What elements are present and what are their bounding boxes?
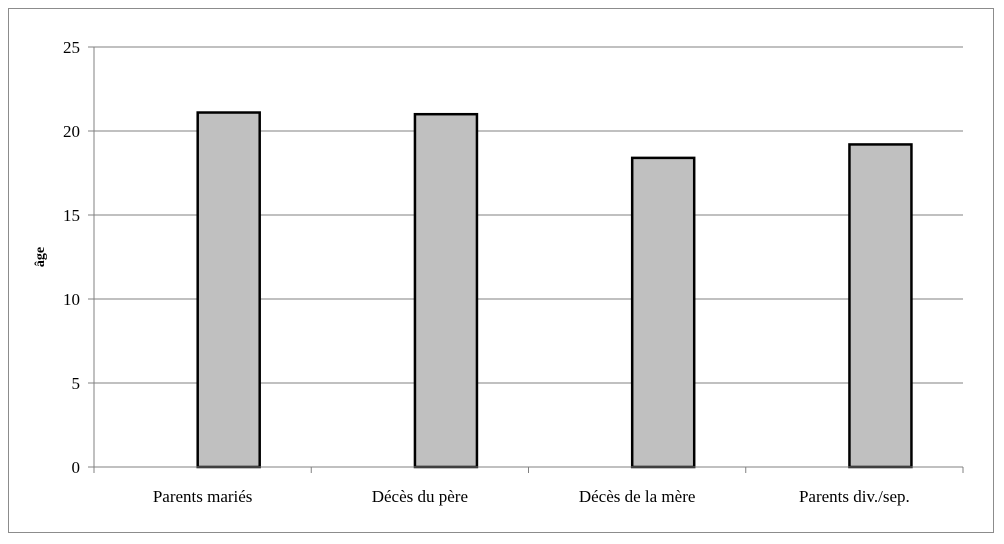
y-tick-label: 15 (63, 206, 80, 225)
x-tick-label: Décès du père (372, 487, 468, 506)
y-axis-title: âge (33, 247, 48, 267)
y-tick-labels: 0 5 10 15 20 25 (63, 38, 80, 477)
bars (196, 111, 913, 469)
x-tick-labels: Parents mariés Décès du père Décès de la m… (153, 487, 910, 506)
x-tick-label: Décès de la mère (579, 487, 696, 506)
y-tick-label: 10 (63, 290, 80, 309)
chart-frame (8, 8, 994, 533)
bar (630, 156, 696, 469)
y-tick-label: 5 (72, 374, 81, 393)
y-tick-label: 0 (72, 458, 81, 477)
y-tick-label: 20 (63, 122, 80, 141)
x-tick-label: Parents mariés (153, 487, 253, 506)
bar (413, 112, 479, 469)
axes (88, 46, 964, 473)
y-tick-label: 25 (63, 38, 80, 57)
x-tick-label: Parents div./sep. (799, 487, 910, 506)
bar (196, 111, 261, 469)
bar (848, 143, 913, 469)
